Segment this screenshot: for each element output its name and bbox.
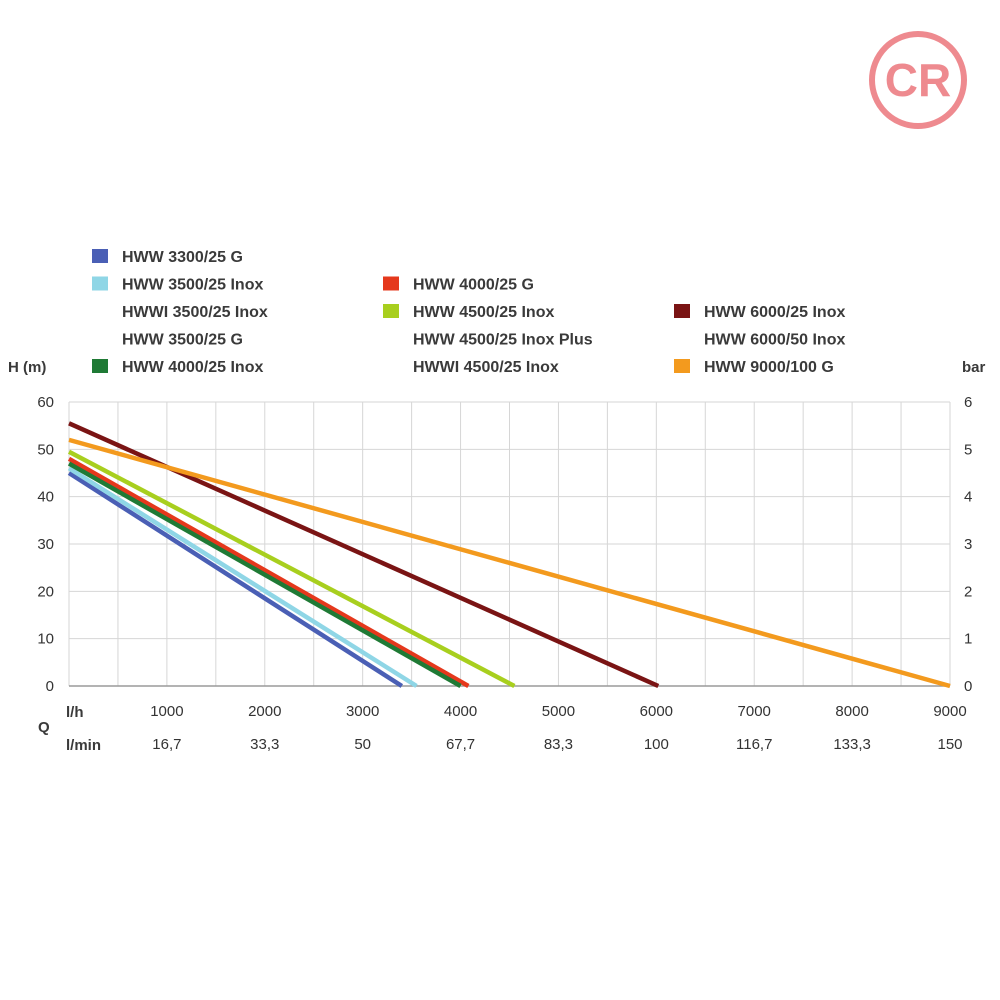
series-line [67,471,404,688]
logo-circle [869,31,967,129]
x2-tick-label: 100 [644,736,669,753]
y2-tick-label: 0 [964,678,972,695]
legend-entry-label: HWW 4500/25 Inox Plus [413,332,593,349]
series-line [67,449,516,688]
legend-entry-label: HWW 3500/25 G [122,332,243,349]
legend-entry-label: HWW 6000/25 Inox [704,304,845,321]
series-line [67,456,470,688]
series-line [67,461,462,688]
legend-swatch [92,249,108,263]
x-tick-label: 9000 [933,703,966,720]
legend-entry-label: HWW 4000/25 G [413,277,534,294]
x-tick-label: 8000 [835,703,868,720]
legend-entry-label: HWWI 3500/25 Inox [122,304,268,321]
x-tick-label: 1000 [150,703,183,720]
x2-tick-label: 116,7 [736,736,772,753]
y2-tick-label: 6 [964,394,972,411]
x2-tick-label: 150 [937,736,962,753]
legend: HWW 3300/25 G HWW 3500/25 Inox HWWI 3500/2… [92,249,845,376]
tick-labels: 0 10 20 30 40 50 60 0 1 2 3 4 5 6 1000 2000 3000 4000 5000… [37,394,972,753]
y-tick-label: 0 [46,678,54,695]
y2-tick-label: 5 [964,441,972,458]
x2-tick-label: 67,7 [446,736,475,753]
x-axis-title: l/h [66,704,84,721]
legend-entry-label: HWW 4500/25 Inox [413,304,554,321]
x-tick-label: 4000 [444,703,477,720]
x-tick-label: 2000 [248,703,281,720]
x-tick-label: 5000 [542,703,575,720]
legend-swatch [674,359,690,373]
y2-axis-title: bar [962,359,986,376]
legend-entry-label: HWWI 4500/25 Inox [413,359,559,376]
y-tick-label: 40 [37,489,54,506]
y-tick-label: 30 [37,536,54,553]
y-tick-label: 10 [37,631,54,648]
series-line [67,466,418,688]
y2-tick-label: 3 [964,536,972,553]
logo-letters: CR [885,54,951,106]
x-tick-label: 6000 [640,703,673,720]
x2-tick-label: 33,3 [250,736,279,753]
legend-entry-label: HWW 9000/100 G [704,359,834,376]
y-axis-title: H (m) [8,359,46,376]
y-tick-label: 60 [37,394,54,411]
legend-entry-label: HWW 3500/25 Inox [122,277,263,294]
legend-swatch [92,276,108,291]
legend-entry-label: HWW 4000/25 Inox [122,359,263,376]
x2-tick-label: 133,3 [833,736,871,753]
y-tick-label: 50 [37,441,54,458]
grid [68,401,951,687]
x-tick-label: 3000 [346,703,379,720]
y2-tick-label: 4 [964,489,972,506]
legend-entry-label: HWW 3300/25 G [122,249,243,266]
y2-tick-label: 2 [964,583,972,600]
y-tick-label: 20 [37,583,54,600]
legend-swatch [383,276,399,291]
series-line [68,437,951,689]
x-tick-label: 7000 [738,703,771,720]
x2-tick-label: 83,3 [544,736,573,753]
legend-swatch [383,304,399,318]
y2-tick-label: 1 [964,631,972,648]
x2-tick-label: 50 [354,736,371,753]
legend-entry-label: HWW 6000/50 Inox [704,332,845,349]
legend-swatch [674,304,690,318]
x2-tick-label: 16,7 [152,736,181,753]
legend-swatch [92,359,108,373]
logo: CR [869,31,967,129]
q-axis-title: Q [38,719,50,736]
x2-axis-title: l/min [66,737,101,754]
series-lines [67,421,951,689]
